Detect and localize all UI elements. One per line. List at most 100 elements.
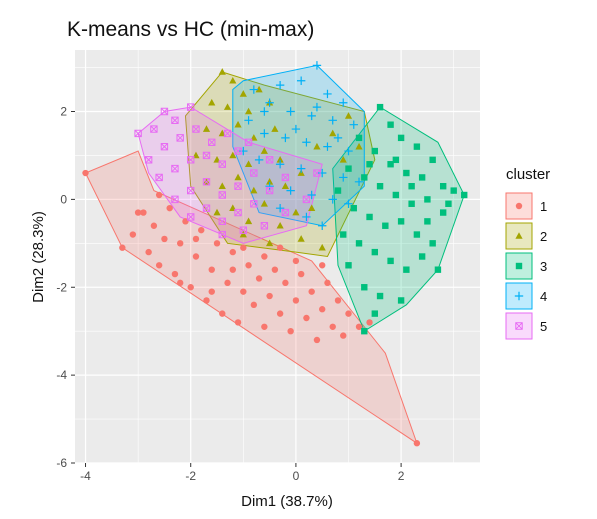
data-point-cluster-1 — [319, 262, 326, 269]
data-point-cluster-4 — [354, 177, 364, 187]
data-point-cluster-3 — [403, 169, 410, 177]
data-point-cluster-2 — [355, 142, 363, 150]
data-point-cluster-1 — [287, 327, 294, 335]
data-point-cluster-1 — [255, 275, 263, 282]
data-point-cluster-5 — [171, 195, 179, 204]
x-tick-label: -4 — [80, 469, 91, 483]
data-point-cluster-2 — [339, 156, 347, 163]
data-point-cluster-2 — [244, 160, 253, 168]
data-point-cluster-3 — [387, 161, 394, 168]
data-point-cluster-1 — [245, 262, 252, 269]
data-point-cluster-2 — [239, 90, 247, 97]
data-point-cluster-5 — [192, 125, 200, 133]
data-point-cluster-2 — [250, 186, 258, 194]
data-point-cluster-3 — [361, 284, 368, 291]
data-point-cluster-4 — [296, 76, 306, 85]
legend-symbol-4 — [514, 291, 524, 301]
data-point-cluster-4 — [281, 133, 290, 143]
y-tick-label: 0 — [60, 192, 67, 206]
data-point-cluster-1 — [208, 266, 215, 273]
data-point-cluster-4 — [296, 164, 306, 173]
data-point-cluster-1 — [334, 297, 342, 304]
data-point-cluster-3 — [408, 183, 415, 190]
data-point-cluster-4 — [307, 190, 316, 200]
data-point-cluster-1 — [240, 244, 247, 251]
data-point-cluster-1 — [161, 235, 168, 243]
data-point-cluster-3 — [345, 165, 352, 172]
data-point-cluster-3 — [387, 257, 394, 265]
data-point-cluster-1 — [145, 248, 152, 256]
data-point-cluster-1 — [229, 248, 236, 256]
data-point-cluster-1 — [413, 440, 421, 447]
legend-symbol-1 — [515, 202, 523, 210]
data-point-cluster-3 — [366, 213, 373, 221]
data-point-cluster-5 — [187, 156, 195, 164]
data-point-cluster-4 — [286, 186, 295, 195]
data-point-cluster-4 — [275, 160, 285, 169]
data-point-cluster-3 — [334, 187, 342, 194]
legend-symbol-2 — [515, 232, 523, 239]
data-point-cluster-3 — [392, 191, 400, 199]
data-point-cluster-2 — [234, 173, 242, 181]
data-point-cluster-4 — [275, 80, 285, 90]
data-point-cluster-3 — [439, 209, 447, 216]
data-point-cluster-1 — [345, 310, 352, 317]
data-point-cluster-1 — [166, 204, 173, 212]
data-point-cluster-5 — [244, 138, 253, 146]
data-point-cluster-1 — [276, 310, 284, 317]
data-point-cluster-5 — [218, 160, 226, 168]
data-point-cluster-4 — [318, 221, 327, 230]
data-point-cluster-4 — [260, 107, 269, 116]
data-point-cluster-2 — [297, 235, 305, 242]
data-point-cluster-3 — [382, 222, 389, 229]
data-point-cluster-4 — [239, 146, 248, 156]
data-point-cluster-4 — [333, 133, 343, 143]
data-point-cluster-1 — [176, 240, 184, 247]
data-point-cluster-1 — [203, 297, 210, 304]
data-point-cluster-3 — [424, 218, 431, 225]
data-point-cluster-1 — [208, 288, 215, 295]
data-point-cluster-1 — [297, 270, 305, 278]
data-point-cluster-4 — [291, 124, 301, 134]
plot-panel — [75, 50, 480, 463]
data-point-cluster-2 — [202, 125, 211, 132]
y-tick-label: -2 — [56, 280, 67, 294]
data-point-cluster-5 — [187, 186, 195, 195]
data-point-cluster-3 — [355, 240, 363, 247]
data-point-cluster-4 — [244, 116, 253, 125]
data-point-cluster-4 — [275, 203, 285, 213]
legend-symbol-3 — [515, 262, 523, 270]
data-point-cluster-1 — [219, 310, 226, 317]
data-point-cluster-3 — [376, 103, 384, 111]
data-point-cluster-3 — [376, 183, 384, 190]
data-point-cluster-4 — [302, 212, 311, 222]
data-point-cluster-5 — [265, 186, 274, 195]
data-point-cluster-1 — [313, 336, 321, 344]
data-point-cluster-3 — [413, 143, 421, 150]
data-point-cluster-4 — [302, 138, 311, 147]
data-point-cluster-1 — [119, 244, 126, 251]
data-point-cluster-1 — [198, 226, 205, 234]
data-point-cluster-3 — [355, 134, 363, 142]
data-point-cluster-1 — [271, 266, 279, 273]
data-point-cluster-5 — [160, 142, 169, 151]
data-point-cluster-1 — [340, 332, 347, 339]
data-point-cluster-1 — [324, 279, 331, 287]
data-point-cluster-2 — [208, 98, 216, 106]
data-point-cluster-2 — [218, 68, 226, 75]
y-tick-label: 2 — [60, 105, 67, 119]
data-point-cluster-2 — [308, 204, 316, 211]
data-point-cluster-4 — [323, 89, 332, 99]
data-point-cluster-5 — [223, 129, 232, 138]
data-point-cluster-3 — [350, 204, 357, 212]
data-point-cluster-1 — [171, 270, 179, 278]
data-point-cluster-1 — [192, 235, 200, 243]
data-point-cluster-3 — [418, 174, 426, 181]
data-point-cluster-1 — [192, 253, 200, 260]
data-point-cluster-1 — [213, 240, 221, 247]
data-point-cluster-3 — [371, 310, 379, 317]
cluster-hull-1 — [84, 150, 418, 445]
y-tick-label: -6 — [56, 456, 67, 470]
data-point-cluster-4 — [265, 182, 274, 191]
